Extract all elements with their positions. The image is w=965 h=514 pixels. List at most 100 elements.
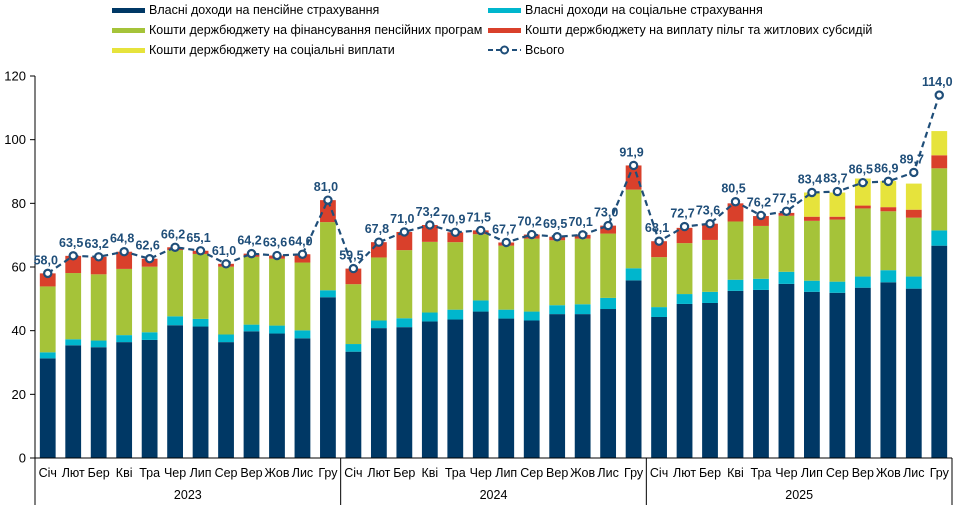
x-tick-label: Лис (292, 466, 313, 480)
bar-segment (192, 253, 209, 319)
total-data-label: 83,4 (798, 173, 822, 187)
x-tick-label: Тра (751, 466, 772, 480)
x-tick-label: Лис (903, 466, 924, 480)
total-data-label: 71,0 (390, 212, 414, 226)
bar-segment (574, 314, 591, 458)
total-point (246, 248, 257, 259)
bar-segment (600, 309, 617, 458)
x-tick-label: Вер (852, 466, 874, 480)
x-tick-label: Сер (520, 466, 543, 480)
x-tick-label: Кві (116, 466, 133, 480)
bar-segment (141, 339, 158, 458)
total-point (450, 227, 460, 238)
bar-segment (880, 207, 897, 212)
bar-segment (854, 205, 871, 209)
x-tick-label: Лип (495, 466, 517, 480)
total-point (170, 242, 180, 252)
bar-segment (167, 325, 183, 458)
x-tick-label: Гру (930, 466, 950, 480)
legend-label: Кошти держбюджету на фінансування пенсій… (149, 23, 483, 37)
bar-segment (421, 321, 438, 458)
total-data-label: 86,9 (874, 161, 898, 175)
x-tick-label: Тра (139, 466, 160, 480)
bar-segment (294, 262, 311, 331)
total-point (628, 160, 639, 171)
legend-item-benefits-subsidies: Кошти держбюджету на виплату пільг та жи… (488, 23, 872, 37)
x-tick-label: Жов (570, 466, 595, 480)
total-point (272, 250, 282, 261)
bar-segment (90, 340, 107, 348)
bar-segment (141, 266, 158, 333)
bar-segment (676, 303, 693, 458)
bar-segment (905, 209, 922, 218)
bar-segment (320, 297, 336, 458)
total-data-label: 70,9 (441, 212, 465, 226)
bar-segment (931, 155, 948, 169)
bar-segment (854, 276, 871, 288)
total-point (348, 263, 359, 274)
legend-swatch (112, 47, 145, 53)
bar-segment (269, 333, 285, 458)
bar-segment (931, 131, 948, 156)
legend-swatch (488, 27, 521, 33)
bar-segment (269, 325, 285, 334)
bar-segment (549, 305, 566, 315)
total-data-label: 73,0 (594, 206, 618, 220)
bar-segment (65, 255, 82, 274)
x-tick-label: Сер (826, 466, 849, 480)
bar-segment (243, 331, 260, 458)
total-line: 58,063,5 63,2 64,862,666,2 65,161,064,2 63,6… (34, 75, 953, 279)
bar-segment (421, 224, 438, 242)
bar-segment (651, 257, 667, 308)
bar-segment (778, 283, 795, 458)
bar-segment (727, 290, 744, 458)
bar-segment (116, 268, 133, 336)
x-group-label: 2024 (480, 488, 508, 502)
total-data-label: 81,0 (314, 180, 338, 194)
y-tick-label: 60 (12, 260, 26, 275)
bar-segment (39, 286, 56, 353)
bar-segment (472, 311, 489, 458)
x-tick-label: Вер (546, 466, 568, 480)
bar-segment (65, 345, 82, 458)
x-axis: Січ Лют Бер Кві Тра Чер Лип Сер Вер Жов Лис Гру2023… (34, 457, 953, 505)
total-point (476, 225, 486, 236)
total-series-line (47, 94, 941, 275)
total-data-label: 89,7 (900, 152, 924, 166)
bar-segment (753, 278, 769, 290)
bar-segment (804, 216, 820, 221)
x-tick-label: Бер (699, 466, 721, 480)
x-tick-label: Бер (88, 466, 110, 480)
bar-segment (702, 302, 718, 458)
bar-segment (625, 165, 642, 190)
bar-segment (345, 284, 362, 345)
bar-segment (243, 324, 260, 332)
bar-segment (574, 238, 591, 305)
bar-segment (498, 309, 515, 319)
total-data-label: 63,2 (85, 237, 109, 251)
x-tick-label: Лип (801, 466, 823, 480)
bar-segment (804, 192, 820, 217)
bar-segment (370, 328, 387, 458)
bar-segment (804, 280, 820, 292)
total-data-label: 73,2 (416, 205, 440, 219)
total-point (934, 90, 944, 100)
total-point (909, 167, 919, 178)
total-data-label: 91,9 (619, 145, 643, 159)
legend-item-pension-budget: Кошти держбюджету на фінансування пенсій… (112, 23, 482, 37)
total-point (730, 197, 741, 207)
bar-segment (829, 281, 846, 293)
bar-segment (549, 314, 566, 458)
bar-segment (829, 216, 846, 220)
bar-segment (370, 320, 387, 329)
bar-segment (320, 290, 336, 298)
total-point (654, 236, 664, 246)
bar-segment (523, 311, 540, 321)
bar-segment (396, 250, 413, 319)
bar-segment (396, 318, 413, 328)
x-tick-label: Чер (470, 466, 492, 480)
total-data-label: 61,0 (212, 244, 236, 258)
total-data-label: 86,5 (849, 163, 873, 177)
bar-segment (880, 211, 897, 271)
total-data-label: 67,7 (492, 222, 516, 236)
